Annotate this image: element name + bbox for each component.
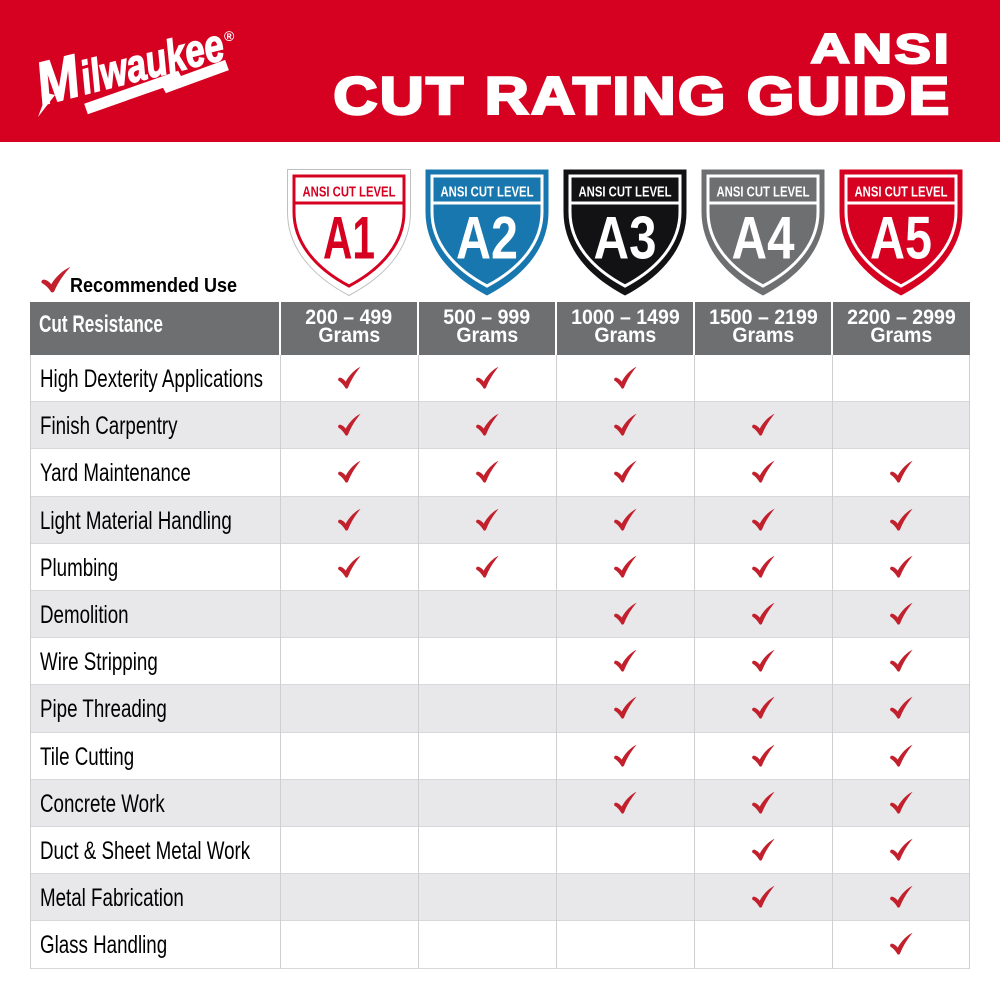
svg-text:®: ® xyxy=(224,28,235,44)
svg-text:ANSI CUT LEVEL: ANSI CUT LEVEL xyxy=(303,185,396,201)
svg-text:ANSI CUT LEVEL: ANSI CUT LEVEL xyxy=(441,185,534,201)
svg-text:A4: A4 xyxy=(732,204,795,272)
svg-text:A3: A3 xyxy=(594,204,657,272)
svg-text:ANSI CUT LEVEL: ANSI CUT LEVEL xyxy=(579,185,672,201)
svg-text:ANSI CUT LEVEL: ANSI CUT LEVEL xyxy=(717,185,810,201)
svg-text:A1: A1 xyxy=(323,204,375,272)
svg-text:A2: A2 xyxy=(456,204,518,272)
svg-text:A5: A5 xyxy=(870,204,932,272)
svg-text:ANSI CUT LEVEL: ANSI CUT LEVEL xyxy=(855,185,948,201)
